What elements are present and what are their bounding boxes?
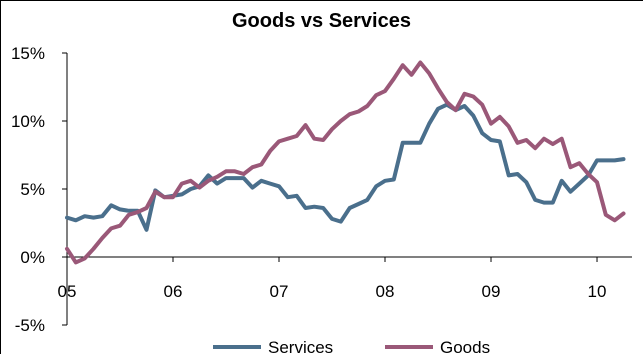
x-tick-label: 06 (164, 282, 183, 301)
x-tick-label: 08 (376, 282, 395, 301)
x-tick-label: 09 (482, 282, 501, 301)
x-tick-label: 05 (58, 282, 77, 301)
series-line-services (65, 102, 626, 232)
y-tick-label: -5% (15, 316, 45, 335)
chart-title: Goods vs Services (232, 10, 411, 32)
x-tick-label: 07 (270, 282, 289, 301)
y-tick-label: 15% (11, 44, 45, 63)
legend-label-services: Services (268, 338, 333, 354)
y-tick-label: 5% (20, 180, 45, 199)
chart-axes (66, 53, 632, 325)
x-tick-label: 10 (588, 282, 607, 301)
series-lines (65, 60, 626, 265)
legend-label-goods: Goods (440, 338, 490, 354)
y-tick-label: 10% (11, 112, 45, 131)
x-axis-ticks: 05 06 07 08 09 10 (58, 257, 607, 301)
y-axis-ticks: -5% 0% 5% 10% 15% (11, 44, 67, 335)
y-tick-label: 0% (20, 248, 45, 267)
series-line-goods (65, 60, 626, 265)
chart-legend: Services Goods (213, 338, 490, 354)
